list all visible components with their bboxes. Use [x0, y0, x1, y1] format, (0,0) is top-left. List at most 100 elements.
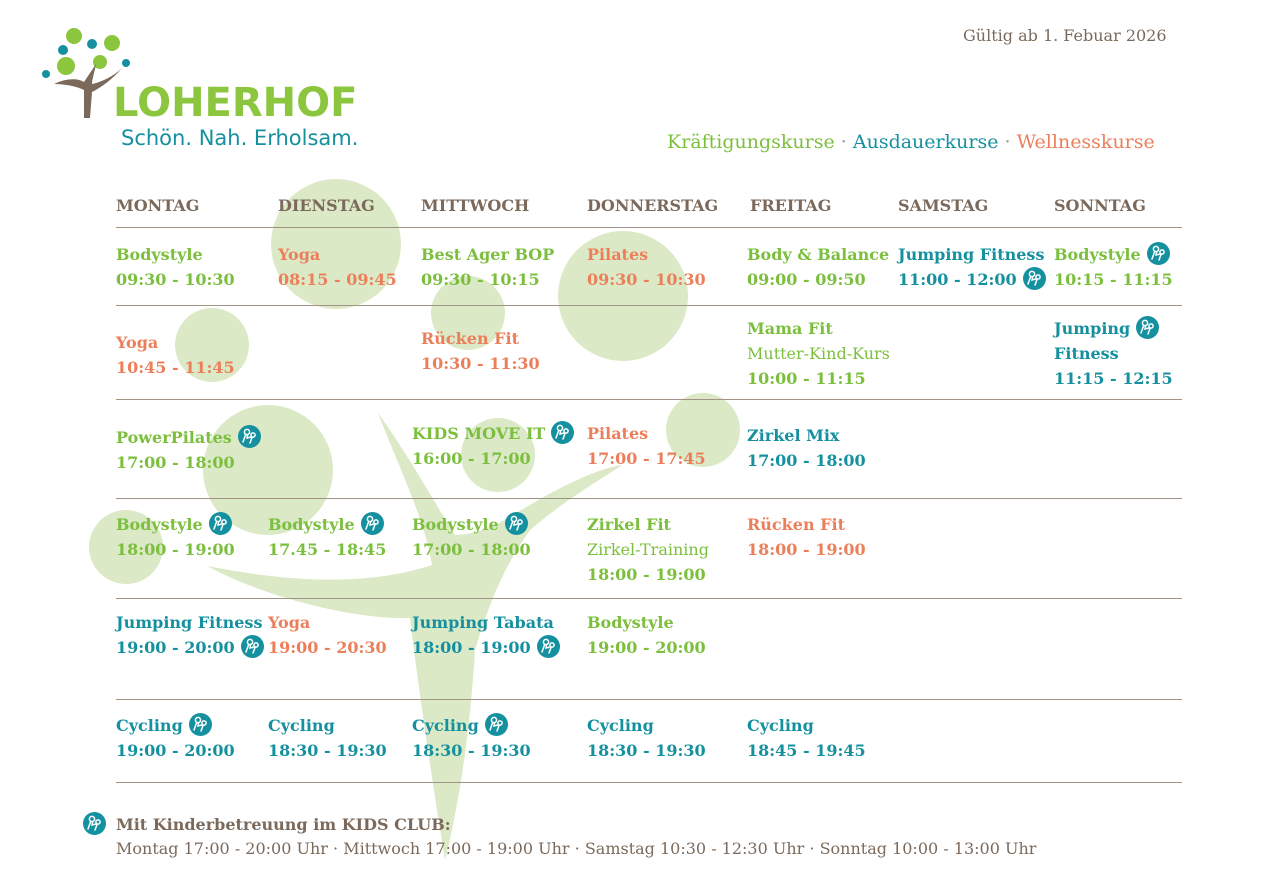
course-time: 10:15 - 11:15 — [1054, 270, 1173, 289]
kids-club-icon — [240, 635, 264, 658]
course-entry: Bodystyle 09:30 - 10:30 — [116, 242, 235, 292]
kids-club-icon — [1022, 267, 1046, 290]
course-entry: Rücken Fit 18:00 - 19:00 — [747, 512, 866, 562]
course-name: Body & Balance — [747, 245, 890, 264]
course-name: Bodystyle — [412, 515, 499, 534]
course-entry: Bodystyle 10:15 - 11:15 — [1054, 242, 1173, 292]
course-time: 18:00 - 19:00 — [747, 540, 866, 559]
course-time: 09:30 - 10:30 — [116, 270, 235, 289]
kids-club-icon — [1136, 316, 1160, 339]
row-divider — [116, 227, 1182, 228]
legend-separator: · — [834, 131, 853, 153]
kids-club-icon — [1146, 242, 1170, 265]
course-name: Cycling — [412, 716, 479, 735]
course-name: Zirkel Mix — [747, 426, 840, 445]
day-header-friday: FREITAG — [750, 196, 832, 215]
decor-circles — [89, 179, 740, 584]
course-entry: Zirkel Fit Zirkel-Training 18:00 - 19:00 — [587, 512, 709, 587]
course-name: Cycling — [268, 716, 335, 735]
course-entry: Cycling 18:45 - 19:45 — [747, 713, 866, 763]
course-entry: Yoga 19:00 - 20:30 — [268, 610, 387, 660]
loherhof-logo-icon — [42, 28, 130, 118]
kids-club-icon — [237, 425, 261, 448]
course-name: Cycling — [747, 716, 814, 735]
validity-date: Gültig ab 1. Febuar 2026 — [963, 26, 1167, 45]
course-time: 17:00 - 17:45 — [587, 449, 706, 468]
legend-strength: Kräftigungskurse — [667, 131, 835, 153]
course-time: 09:00 - 09:50 — [747, 270, 866, 289]
row-divider — [116, 598, 1182, 599]
course-entry: Jumping Fitness 19:00 - 20:00 — [116, 610, 264, 660]
course-name: Jumping Fitness — [116, 613, 263, 632]
legend-separator: · — [998, 131, 1017, 153]
course-name: Pilates — [587, 245, 649, 264]
course-entry: Jumping Fitness 11:15 - 12:15 — [1054, 316, 1173, 391]
course-name: Bodystyle — [587, 613, 674, 632]
course-name: Jumping Fitness — [898, 245, 1045, 264]
course-entry: Pilates 17:00 - 17:45 — [587, 421, 706, 471]
category-legend: Kräftigungskurse · Ausdauerkurse · Welln… — [667, 131, 1155, 153]
course-time: 19:00 - 20:00 — [116, 638, 235, 657]
course-time: 09:30 - 10:15 — [421, 270, 540, 289]
brand-name: LOHERHOF — [113, 80, 358, 126]
row-divider — [116, 305, 1182, 306]
kids-club-hours: Montag 17:00 - 20:00 Uhr · Mittwoch 17:0… — [116, 839, 1037, 858]
day-header-saturday: SAMSTAG — [898, 196, 989, 215]
kids-club-icon — [484, 713, 508, 736]
course-entry: Best Ager BOP 09:30 - 10:15 — [421, 242, 554, 292]
day-header-tuesday: DIENSTAG — [278, 196, 375, 215]
course-time: 11:15 - 12:15 — [1054, 369, 1173, 388]
course-entry: Bodystyle 17:00 - 18:00 — [412, 512, 531, 562]
course-time: 10:30 - 11:30 — [421, 354, 540, 373]
course-name: Yoga — [278, 245, 321, 264]
course-entry: Pilates 09:30 - 10:30 — [587, 242, 706, 292]
course-name: Bodystyle — [268, 515, 355, 534]
course-time: 19:00 - 20:00 — [587, 638, 706, 657]
course-entry: Body & Balance 09:00 - 09:50 — [747, 242, 889, 292]
course-name: Mama Fit — [747, 319, 833, 338]
row-divider — [116, 498, 1182, 499]
course-entry: Zirkel Mix 17:00 - 18:00 — [747, 423, 866, 473]
course-subtitle: Zirkel-Training — [587, 540, 709, 559]
course-time: 16:00 - 17:00 — [412, 449, 531, 468]
course-entry: Rücken Fit 10:30 - 11:30 — [421, 326, 540, 376]
row-divider — [116, 699, 1182, 700]
course-time: 18:30 - 19:30 — [587, 741, 706, 760]
course-time: 19:00 - 20:00 — [116, 741, 235, 760]
course-entry: Jumping Fitness 11:00 - 12:00 — [898, 242, 1046, 292]
course-name: Cycling — [116, 716, 183, 735]
day-header-monday: MONTAG — [116, 196, 200, 215]
course-entry: PowerPilates 17:00 - 18:00 — [116, 425, 261, 475]
course-time: 08:15 - 09:45 — [278, 270, 397, 289]
course-time: 19:00 - 20:30 — [268, 638, 387, 657]
course-name: Zirkel Fit — [587, 515, 671, 534]
course-entry: Cycling 18:30 - 19:30 — [268, 713, 387, 763]
legend-wellness: Wellnesskurse — [1016, 131, 1155, 153]
course-name: Rücken Fit — [421, 329, 519, 348]
course-name-cont: Fitness — [1054, 344, 1119, 363]
course-time: 09:30 - 10:30 — [587, 270, 706, 289]
kids-club-icon — [536, 635, 560, 658]
kids-club-icon — [188, 713, 212, 736]
legend-endurance: Ausdauerkurse — [852, 131, 999, 153]
course-name: Yoga — [116, 333, 159, 352]
course-name: Yoga — [268, 613, 311, 632]
course-time: 11:00 - 12:00 — [898, 270, 1017, 289]
course-entry: Cycling 19:00 - 20:00 — [116, 713, 235, 763]
course-entry: Jumping Tabata 18:00 - 19:00 — [412, 610, 560, 660]
kids-club-icon — [208, 512, 232, 535]
course-name: Bodystyle — [116, 245, 203, 264]
course-time: 18:30 - 19:30 — [268, 741, 387, 760]
course-time: 17:00 - 18:00 — [116, 453, 235, 472]
course-time: 10:00 - 11:15 — [747, 369, 866, 388]
course-entry: KIDS MOVE IT 16:00 - 17:00 — [412, 421, 575, 471]
course-name: Pilates — [587, 424, 649, 443]
course-name: PowerPilates — [116, 428, 232, 447]
course-name: Best Ager BOP — [421, 245, 555, 264]
course-name: Bodystyle — [1054, 245, 1141, 264]
course-time: 10:45 - 11:45 — [116, 358, 235, 377]
course-name: Bodystyle — [116, 515, 203, 534]
course-entry: Yoga 10:45 - 11:45 — [116, 330, 235, 380]
brand-slogan: Schön. Nah. Erholsam. — [121, 126, 359, 150]
course-name: Rücken Fit — [747, 515, 845, 534]
